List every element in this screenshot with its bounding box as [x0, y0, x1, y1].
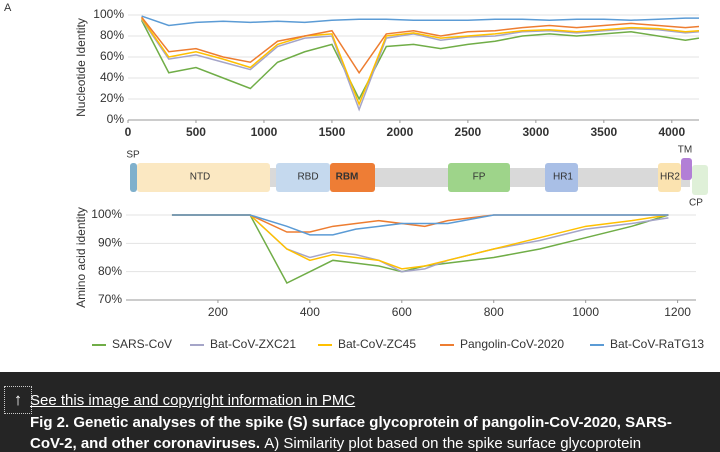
series-line: [141, 15, 699, 27]
x-tick-label: 3500: [590, 125, 617, 139]
x-tick-label: 400: [300, 305, 320, 319]
domain-label: FP: [473, 172, 486, 183]
x-tick-label: 4000: [658, 125, 685, 139]
domain-box: [137, 163, 270, 192]
domain-label: HR1: [553, 172, 573, 183]
y-tick-label: 90%: [98, 236, 122, 250]
legend-label: SARS-CoV: [112, 337, 172, 351]
legend-label: Bat-CoV-ZC45: [338, 337, 416, 351]
caption-title: Fig 2. Genetic analyses of the spike (S)…: [30, 414, 672, 452]
y-tick-label: 80%: [98, 264, 122, 278]
y-axis-label: Amino acid identity: [74, 207, 88, 308]
legend-label: Pangolin-CoV-2020: [460, 337, 564, 351]
domain-box: [276, 163, 330, 192]
x-tick-label: 2000: [387, 125, 414, 139]
legend-label: Bat-CoV-RaTG13: [610, 337, 704, 351]
x-tick-label: 1000: [251, 125, 278, 139]
series-line: [171, 214, 669, 236]
x-tick-label: 500: [186, 125, 206, 139]
domain-label: RBD: [297, 172, 318, 183]
series-line: [140, 19, 700, 101]
domain-box: [692, 165, 708, 195]
x-tick-label: 0: [125, 125, 132, 139]
domain-label: RBM: [336, 172, 359, 183]
y-tick-label: 100%: [93, 7, 124, 21]
y-tick-label: 100%: [91, 207, 122, 221]
x-tick-label: 1200: [664, 305, 691, 319]
x-tick-label: 200: [208, 305, 228, 319]
domain-label: CP: [689, 198, 703, 209]
domain-label: TM: [678, 145, 692, 156]
x-tick-label: 1000: [572, 305, 599, 319]
series-line: [140, 18, 700, 112]
y-tick-label: 70%: [98, 292, 122, 306]
x-tick-label: 1500: [319, 125, 346, 139]
legend-label: Bat-CoV-ZXC21: [210, 337, 296, 351]
domain-box: [330, 163, 375, 192]
series-line: [171, 214, 669, 273]
x-tick-label: 3000: [523, 125, 550, 139]
x-tick-label: 800: [484, 305, 504, 319]
y-axis-label: Nucleotide Identity: [74, 18, 88, 117]
domain-box: [658, 163, 681, 192]
caption-bar: ↑ See this image and copyright informati…: [0, 372, 720, 452]
domain-label: HR2: [660, 172, 680, 183]
domain-box: [545, 163, 578, 192]
y-tick-label: 0%: [107, 112, 125, 126]
domain-box: [130, 163, 137, 192]
copyright-link[interactable]: See this image and copyright information…: [30, 392, 356, 409]
expand-icon[interactable]: ↑: [4, 386, 32, 414]
caption-text: A) Similarity plot based on the spike su…: [264, 435, 642, 452]
y-tick-label: 60%: [100, 49, 124, 63]
y-tick-label: 40%: [100, 70, 124, 84]
y-tick-label: 20%: [100, 91, 124, 105]
series-line: [171, 214, 669, 270]
domain-label: NTD: [190, 172, 211, 183]
series-line: [141, 16, 700, 75]
domain-box: [681, 158, 692, 180]
x-tick-label: 600: [392, 305, 412, 319]
domain-box: [448, 163, 510, 192]
domain-label: SP: [126, 150, 140, 161]
x-tick-label: 2500: [455, 125, 482, 139]
figure: A 0% 20% 40% 60% 80% 100% 0 500 1000 1500 2000 2500…: [4, 2, 708, 351]
y-tick-label: 80%: [100, 28, 124, 42]
panel-label: A: [4, 2, 12, 14]
series-line: [140, 17, 700, 107]
caption: Fig 2. Genetic analyses of the spike (S)…: [30, 412, 700, 452]
